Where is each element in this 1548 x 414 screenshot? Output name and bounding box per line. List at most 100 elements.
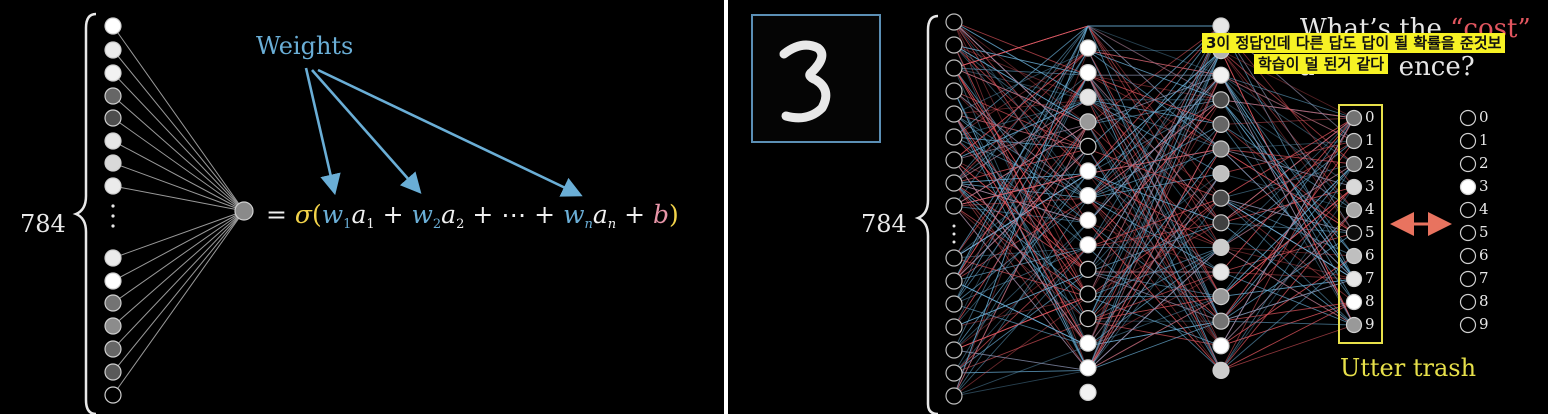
formula-an: an	[593, 200, 616, 229]
hidden-neuron-layer-1	[1080, 138, 1096, 154]
weight-arrow	[318, 70, 578, 194]
input-neuron	[946, 198, 962, 214]
input-neuron	[105, 110, 121, 126]
network-output-neuron	[1347, 226, 1362, 241]
hidden-neuron-layer-2	[1213, 313, 1229, 329]
network-output-digit: 8	[1365, 292, 1375, 310]
hidden-neuron-layer-1	[1080, 335, 1096, 351]
input-neuron	[105, 318, 121, 334]
network-output-neuron	[1347, 180, 1362, 195]
weight-arrow	[306, 68, 334, 190]
network-output-digit: 6	[1365, 246, 1375, 264]
ellipsis-dot	[953, 233, 956, 236]
expected-output-neuron	[1461, 111, 1476, 126]
output-neuron	[235, 202, 253, 220]
input-neuron	[105, 178, 121, 194]
input-neuron	[105, 295, 121, 311]
formula-bias: b	[653, 200, 669, 229]
formula-a1: a1	[351, 200, 374, 229]
input-neuron	[946, 60, 962, 76]
activation-formula: = σ(w1a1 + w2a2 + ⋯ + wnan + b)	[266, 200, 679, 232]
input-neuron	[946, 14, 962, 30]
hidden-neuron-layer-1	[1080, 311, 1096, 327]
input-neuron	[946, 129, 962, 145]
expected-output-digit: 7	[1479, 269, 1489, 287]
expected-output-neuron	[1461, 226, 1476, 241]
network-output-neuron	[1347, 111, 1362, 126]
expected-output-digit: 6	[1479, 246, 1489, 264]
input-neuron	[105, 387, 121, 403]
hidden-neuron-layer-2	[1213, 362, 1229, 378]
network-output-digit: 1	[1365, 131, 1375, 149]
network-output-neuron	[1347, 295, 1362, 310]
formula-w2: w2	[411, 200, 441, 229]
input-neuron	[105, 88, 121, 104]
hidden-neuron-layer-2	[1213, 239, 1229, 255]
hidden-neuron-layer-1	[1080, 40, 1096, 56]
ellipsis-dot	[953, 241, 956, 244]
ellipsis-dot	[111, 204, 114, 207]
network-edge	[1221, 210, 1354, 370]
expected-output-digit: 4	[1479, 200, 1489, 218]
ellipsis-dot	[111, 224, 114, 227]
network-edge	[1088, 51, 1221, 199]
network-output-digit: 0	[1365, 108, 1375, 126]
expected-output-digit: 8	[1479, 292, 1489, 310]
network-output-neuron	[1347, 318, 1362, 333]
network-edge	[1221, 75, 1354, 256]
input-neuron	[946, 273, 962, 289]
input-neuron	[946, 37, 962, 53]
input-neuron	[946, 83, 962, 99]
input-neuron	[946, 296, 962, 312]
hidden-neuron-layer-1	[1080, 261, 1096, 277]
input-neuron	[946, 342, 962, 358]
subtitle-line-2: 학습이 덜 된거 같다	[1254, 54, 1388, 74]
input-neuron	[105, 341, 121, 357]
ellipsis-dot	[953, 225, 956, 228]
input-neuron	[105, 42, 121, 58]
left-panel: 784 Weights = σ(w1a1 + w2a2 + ⋯ + wnan +…	[0, 0, 724, 414]
hidden-neuron-layer-1	[1080, 360, 1096, 376]
hidden-neuron-layer-1	[1080, 188, 1096, 204]
network-output-neuron	[1347, 134, 1362, 149]
input-neuron	[946, 388, 962, 404]
formula-w1: w1	[322, 200, 352, 229]
hidden-neuron-layer-2	[1213, 116, 1229, 132]
expected-output-digit: 5	[1479, 223, 1489, 241]
network-output-digit: 5	[1365, 223, 1375, 241]
input-neuron	[946, 175, 962, 191]
input-neuron	[946, 106, 962, 122]
input-neuron	[105, 155, 121, 171]
expected-output-digit: 3	[1479, 177, 1489, 195]
formula-dots: ⋯	[501, 200, 526, 229]
input-neuron	[105, 65, 121, 81]
network-output-digit: 3	[1365, 177, 1375, 195]
hidden-neuron-layer-2	[1213, 289, 1229, 305]
hidden-neuron-layer-1	[1080, 384, 1096, 400]
hidden-neuron-layer-2	[1213, 215, 1229, 231]
expected-output-neuron	[1461, 272, 1476, 287]
network-edge	[1221, 302, 1354, 346]
network-output-digit: 7	[1365, 269, 1375, 287]
formula-sigma: σ	[295, 200, 312, 229]
formula-open-paren: (	[312, 200, 322, 229]
input-neuron	[946, 365, 962, 381]
formula-equals: =	[266, 200, 287, 229]
expected-output-digit: 2	[1479, 154, 1489, 172]
formula-plus-1: +	[383, 200, 404, 229]
hidden-neuron-layer-2	[1213, 67, 1229, 83]
formula-plus-4: +	[624, 200, 645, 229]
input-neuron	[105, 364, 121, 380]
utter-trash-label: Utter trash	[1340, 354, 1476, 382]
network-edge	[1088, 26, 1221, 370]
hidden-neuron-layer-1	[1080, 237, 1096, 253]
weight-arrow	[312, 70, 418, 190]
network-output-neuron	[1347, 157, 1362, 172]
input-neuron	[946, 152, 962, 168]
expected-output-neuron	[1461, 203, 1476, 218]
network-output-neuron	[1347, 249, 1362, 264]
layer-brace	[76, 14, 96, 414]
hidden-neuron-layer-2	[1213, 141, 1229, 157]
subtitle-line-1: 3이 정답인데 다른 답도 답이 될 확률을 준것보	[1202, 33, 1505, 53]
formula-wn: wn	[563, 200, 593, 229]
